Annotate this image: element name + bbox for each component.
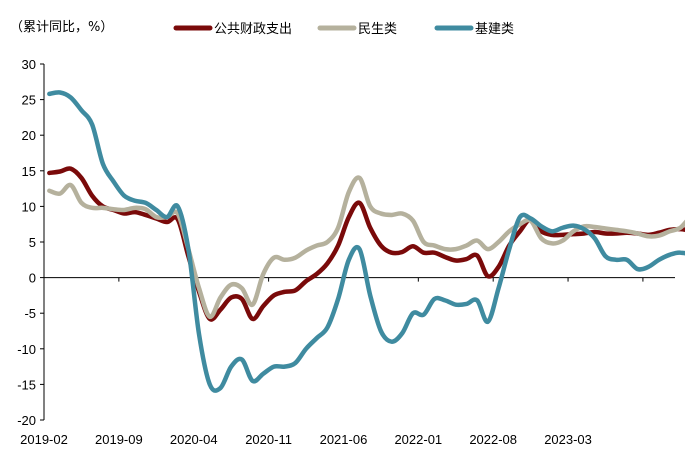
y-tick-label: -10 <box>17 342 36 357</box>
y-tick-label: -15 <box>17 377 36 392</box>
y-tick-label: 20 <box>22 128 36 143</box>
x-tick-label: 2021-06 <box>320 432 368 447</box>
x-tick-label: 2020-04 <box>170 432 218 447</box>
y-tick-label: -20 <box>17 413 36 428</box>
y-tick-label: 15 <box>22 164 36 179</box>
x-tick-label: 2019-02 <box>20 432 68 447</box>
y-axis: -20 -15 -10 -5 0 5 10 15 20 25 30 <box>17 57 45 428</box>
y-tick-label: 0 <box>29 271 36 286</box>
legend-label-livelihood: 民生类 <box>358 22 397 37</box>
x-tick-label: 2023-03 <box>544 432 592 447</box>
legend-label-fiscal: 公共财政支出 <box>214 22 292 37</box>
x-tick-label: 2019-09 <box>95 432 143 447</box>
x-tick-label: 2022-01 <box>394 432 442 447</box>
y-tick-label: -5 <box>24 306 36 321</box>
x-tick-label: 2020-11 <box>245 432 292 447</box>
legend-item-livelihood: 民生类 <box>317 22 397 37</box>
y-tick-label: 30 <box>22 57 36 72</box>
legend-item-fiscal: 公共财政支出 <box>173 22 292 37</box>
x-tick-label: 2022-08 <box>469 432 517 447</box>
y-tick-label: 10 <box>22 199 36 214</box>
x-axis: 2019-02 2019-09 2020-04 2020-11 2021-06 2022-… <box>20 277 675 447</box>
legend: 公共财政支出 民生类 基建类 <box>173 22 514 37</box>
y-tick-label: 5 <box>29 235 36 250</box>
series-line-livelihood <box>47 175 685 320</box>
legend-label-infrastructure: 基建类 <box>475 22 514 37</box>
legend-item-infrastructure: 基建类 <box>434 22 514 37</box>
y-unit-label: （累计同比，%） <box>10 20 113 35</box>
series-layer <box>47 90 685 393</box>
series-line-infrastructure <box>47 90 685 393</box>
y-tick-label: 25 <box>22 93 36 108</box>
